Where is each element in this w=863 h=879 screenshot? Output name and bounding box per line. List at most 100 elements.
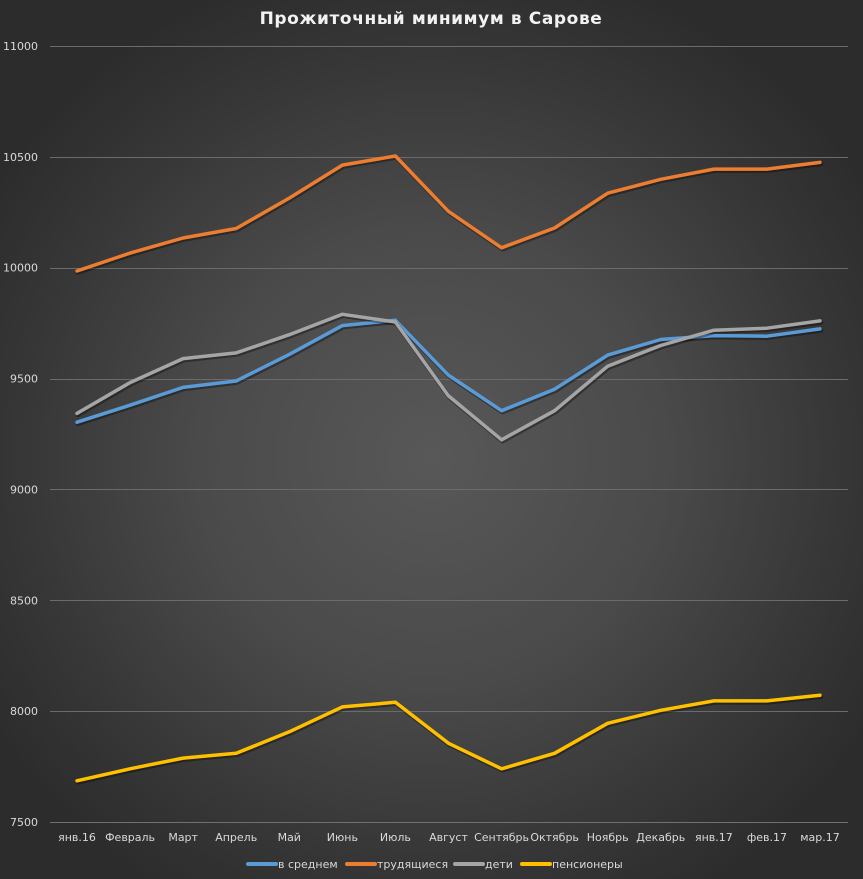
data-point [765,326,769,330]
y-axis-tick-labels: 7500 8000 8500 9000 9500 10000 10500 11000 [3,40,38,829]
data-point [340,324,344,328]
x-tick-label: Февраль [105,831,155,844]
x-tick-label: Сентябрь [474,831,529,844]
data-point [234,751,238,755]
x-tick-label: Октябрь [530,831,579,844]
x-tick-label: Ноябрь [587,831,629,844]
data-point [659,338,663,341]
legend: в среднем трудящиеся дети пенсионеры [246,858,623,871]
series-lines [75,154,824,785]
y-tick-label: 9000 [10,483,38,496]
data-point [712,699,716,703]
data-point [606,191,610,195]
data-point [606,353,610,357]
y-tick-label: 8500 [10,594,38,607]
data-point [818,327,822,331]
data-point [553,409,557,413]
data-point [128,403,132,407]
data-point [553,387,557,391]
data-point [340,705,344,709]
data-point [393,154,397,158]
data-point [659,708,663,712]
x-tick-label: Август [429,831,468,844]
data-point [553,751,557,755]
x-tick-label: янв.16 [58,831,96,844]
data-point [765,167,769,171]
legend-label: в среднем [278,858,338,871]
data-point [234,351,238,355]
x-tick-label: Июнь [327,831,358,844]
data-point [712,328,716,332]
data-point [447,209,450,213]
x-tick-label: Июль [380,831,411,844]
data-point [659,177,663,181]
data-point [181,236,185,240]
data-point [765,334,769,338]
x-tick-label: Декабрь [636,831,685,844]
data-point [818,693,822,697]
data-point [393,700,397,704]
x-axis-tick-labels: янв.16 Февраль Март Апрель Май Июнь Июль Август… [58,831,840,844]
data-point [128,251,132,255]
data-point [234,227,238,230]
data-point [75,420,79,424]
data-point [500,246,504,250]
y-tick-label: 9500 [10,373,38,386]
legend-label: пенсионеры [552,858,623,871]
data-point [128,767,132,771]
legend-item: пенсионеры [520,858,623,871]
data-point [447,373,450,377]
legend-item: в среднем [246,858,338,871]
x-tick-label: Апрель [215,831,257,844]
x-tick-label: янв.17 [695,831,733,844]
y-tick-label: 8000 [10,705,38,718]
data-point [287,352,291,356]
x-tick-label: Март [168,831,198,844]
legend-item: дети [453,858,513,871]
y-tick-label: 10000 [3,262,38,275]
gridlines [50,46,848,823]
legend-item: трудящиеся [345,858,448,871]
data-point [234,379,238,383]
x-tick-label: Май [278,831,301,844]
data-point [659,344,663,347]
data-point [553,226,557,230]
data-point [340,312,344,316]
data-point [393,320,397,324]
data-point [75,411,79,415]
x-tick-label: фев.17 [747,831,787,844]
chart-title: Прожиточный минимум в Сарове [260,9,603,29]
series-line-shadow [75,155,824,275]
data-point [500,767,504,771]
data-point [128,381,132,385]
data-point [500,409,504,413]
y-tick-label: 7500 [10,816,38,829]
data-point [75,269,79,273]
data-point [340,163,344,167]
data-point [765,699,769,703]
data-point [287,333,291,337]
data-point [181,357,185,361]
data-point [287,196,291,200]
data-point [712,167,716,171]
legend-label: дети [485,858,513,871]
x-tick-label: мар.17 [800,831,840,844]
data-point [447,394,450,398]
data-point [606,721,610,725]
y-tick-label: 11000 [3,40,38,53]
series-line-shadow [75,694,824,785]
series-line-4 [75,693,822,783]
data-point [287,730,291,734]
y-tick-label: 10500 [3,151,38,164]
data-point [500,438,504,442]
data-point [447,741,450,745]
legend-label: трудящиеся [377,858,448,871]
data-point [818,319,822,323]
data-point [181,385,185,389]
data-point [712,334,716,338]
data-point [75,779,79,783]
data-point [181,756,185,760]
data-point [606,364,610,368]
